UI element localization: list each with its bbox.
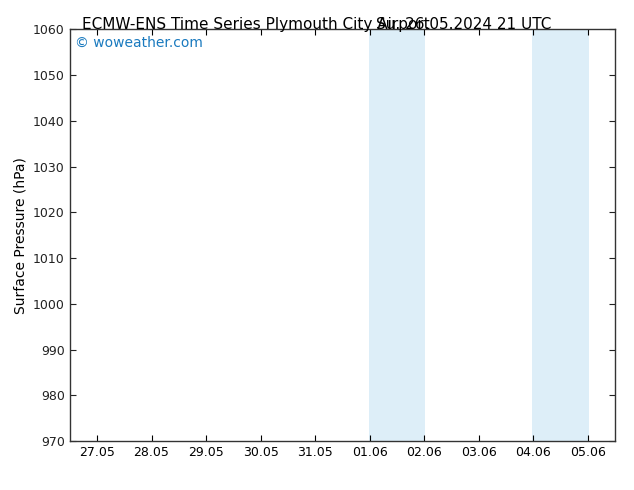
Bar (560, 29, 589, 441)
Text: Su. 26.05.2024 21 UTC: Su. 26.05.2024 21 UTC (376, 17, 552, 32)
Bar (368, 29, 397, 441)
Text: © woweather.com: © woweather.com (75, 36, 203, 49)
Text: ECMW-ENS Time Series Plymouth City Airport: ECMW-ENS Time Series Plymouth City Airpo… (82, 17, 430, 32)
Bar (397, 29, 425, 441)
Y-axis label: Surface Pressure (hPa): Surface Pressure (hPa) (13, 157, 27, 314)
Bar (532, 29, 560, 441)
